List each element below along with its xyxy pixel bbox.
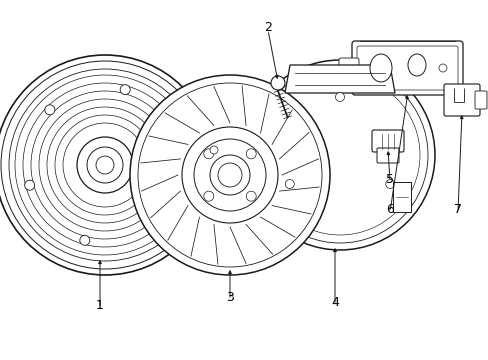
Circle shape: [9, 69, 201, 261]
Ellipse shape: [407, 54, 425, 76]
Circle shape: [244, 60, 434, 250]
Text: 2: 2: [264, 21, 271, 34]
Circle shape: [438, 64, 446, 72]
Circle shape: [319, 135, 359, 175]
Circle shape: [285, 180, 294, 189]
Circle shape: [120, 85, 130, 95]
FancyBboxPatch shape: [443, 84, 479, 116]
Text: 3: 3: [225, 291, 233, 304]
Circle shape: [260, 75, 419, 235]
Circle shape: [270, 76, 285, 90]
Polygon shape: [285, 65, 394, 93]
Text: 4: 4: [330, 296, 338, 309]
Text: 5: 5: [385, 173, 393, 186]
Circle shape: [274, 90, 404, 220]
Circle shape: [182, 127, 278, 223]
Circle shape: [96, 156, 114, 174]
Circle shape: [312, 127, 367, 183]
FancyBboxPatch shape: [356, 46, 457, 90]
Circle shape: [175, 140, 185, 150]
FancyBboxPatch shape: [338, 58, 358, 78]
Circle shape: [335, 93, 344, 102]
FancyBboxPatch shape: [474, 91, 486, 109]
Circle shape: [80, 235, 90, 246]
Circle shape: [267, 82, 412, 228]
Circle shape: [138, 83, 321, 267]
Circle shape: [282, 98, 397, 212]
Circle shape: [297, 112, 382, 198]
FancyBboxPatch shape: [351, 41, 462, 95]
Circle shape: [289, 105, 389, 205]
Circle shape: [130, 75, 329, 275]
Circle shape: [385, 180, 394, 189]
FancyBboxPatch shape: [392, 182, 410, 212]
FancyBboxPatch shape: [376, 148, 398, 163]
Circle shape: [1, 61, 208, 269]
Circle shape: [305, 120, 374, 190]
Ellipse shape: [369, 54, 391, 82]
Circle shape: [203, 149, 213, 159]
Circle shape: [246, 191, 256, 201]
Circle shape: [77, 137, 133, 193]
Circle shape: [24, 180, 35, 190]
FancyBboxPatch shape: [371, 130, 403, 152]
Circle shape: [203, 191, 213, 201]
Circle shape: [194, 139, 265, 211]
Circle shape: [0, 55, 215, 275]
Text: 7: 7: [453, 203, 461, 216]
Circle shape: [209, 146, 218, 154]
Circle shape: [251, 67, 427, 243]
Circle shape: [87, 147, 123, 183]
Circle shape: [246, 149, 256, 159]
Circle shape: [155, 215, 165, 225]
Text: 6: 6: [385, 203, 393, 216]
Circle shape: [218, 163, 242, 187]
Text: 1: 1: [96, 299, 104, 312]
Circle shape: [209, 155, 249, 195]
Circle shape: [45, 105, 55, 115]
